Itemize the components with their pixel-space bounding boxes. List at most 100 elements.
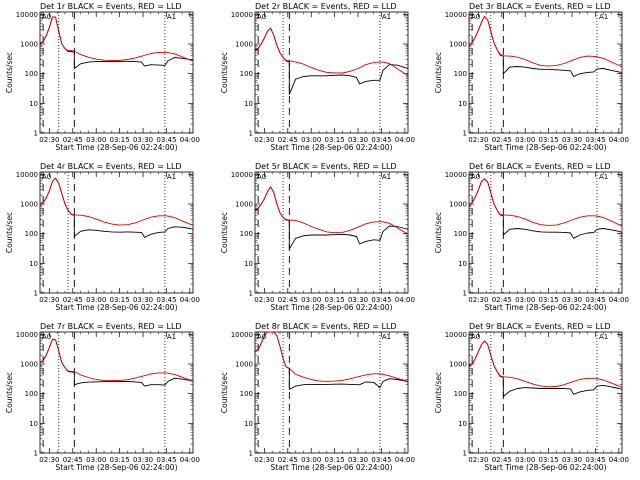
y-tick-label: 10 <box>458 260 467 268</box>
x-axis-label: Start Time (28-Sep-06 02:24:00) <box>271 463 393 472</box>
x-tick-label: 03:45 <box>585 136 605 144</box>
x-tick-label: 03:00 <box>86 136 106 144</box>
events-series-line <box>468 178 623 239</box>
x-tick-label: 04:00 <box>609 136 629 144</box>
plot-frame <box>39 11 194 134</box>
y-tick-label: 10000 <box>231 171 253 179</box>
x-tick-label: 02:30 <box>39 456 59 464</box>
y-tick-label: 100 <box>240 390 253 398</box>
chart-title: Det 9r BLACK = Events, RED = LLD <box>469 322 611 331</box>
x-tick-label: 02:30 <box>254 296 274 304</box>
plot-frame <box>468 171 623 294</box>
x-axis-label: Start Time (28-Sep-06 02:24:00) <box>56 143 178 152</box>
x-tick-label: 03:15 <box>539 296 559 304</box>
x-tick-label: 02:45 <box>492 456 512 464</box>
x-axis-label: Start Time (28-Sep-06 02:24:00) <box>485 143 607 152</box>
x-axis-label: Start Time (28-Sep-06 02:24:00) <box>271 143 393 152</box>
x-tick-label: 02:30 <box>468 136 488 144</box>
y-tick-label: 10000 <box>16 11 38 19</box>
lld-series-line <box>254 331 409 382</box>
attenuator-flag: A1 <box>167 333 176 341</box>
x-tick-label: 03:00 <box>86 456 106 464</box>
x-tick-label: 03:00 <box>301 296 321 304</box>
x-axis-label: Start Time (28-Sep-06 02:24:00) <box>485 303 607 312</box>
x-tick-label: 02:30 <box>39 136 59 144</box>
attenuator-flag: A0 <box>257 13 266 21</box>
chart-panel-5: Det 5r BLACK = Events, RED = LLD 1 10 100 10… <box>220 162 415 312</box>
attenuator-flag: A0 <box>42 333 51 341</box>
chart-panel-7: Det 7r BLACK = Events, RED = LLD 1 10 100 10… <box>5 322 200 472</box>
y-tick-label: 10000 <box>445 331 467 339</box>
y-tick-label: 1 <box>463 130 467 138</box>
chart-title: Det 3r BLACK = Events, RED = LLD <box>469 2 611 11</box>
y-tick-label: 1000 <box>20 361 38 369</box>
y-tick-label: 100 <box>25 390 38 398</box>
x-tick-label: 02:45 <box>278 456 298 464</box>
x-tick-label: 03:30 <box>133 456 153 464</box>
y-tick-label: 1 <box>249 130 253 138</box>
y-axis-label: Counts/sec <box>5 212 14 253</box>
plot-frame <box>254 331 409 454</box>
chart-title: Det 5r BLACK = Events, RED = LLD <box>255 162 397 171</box>
x-tick-label: 03:00 <box>86 296 106 304</box>
y-tick-label: 1000 <box>20 201 38 209</box>
x-tick-label: 04:00 <box>395 296 415 304</box>
x-tick-label: 03:00 <box>301 456 321 464</box>
x-tick-label: 02:45 <box>492 136 512 144</box>
x-axis-label: Start Time (28-Sep-06 02:24:00) <box>56 463 178 472</box>
y-tick-label: 1 <box>34 290 38 298</box>
plot-frame <box>254 11 409 134</box>
x-tick-label: 03:15 <box>539 136 559 144</box>
y-tick-label: 10 <box>458 100 467 108</box>
events-series-line <box>254 186 409 250</box>
attenuator-flag: A1 <box>599 173 608 181</box>
y-axis-label: Counts/sec <box>220 372 229 413</box>
y-tick-label: 10 <box>244 260 253 268</box>
attenuator-flag: A1 <box>382 173 391 181</box>
x-tick-label: 03:15 <box>110 456 130 464</box>
events-series-line <box>254 27 409 95</box>
x-tick-label: 03:45 <box>371 136 391 144</box>
lld-series-line <box>39 338 194 382</box>
attenuator-flag: A0 <box>42 173 51 181</box>
attenuator-flag: A1 <box>599 13 608 21</box>
y-axis-label: Counts/sec <box>5 52 14 93</box>
chart-title: Det 4r BLACK = Events, RED = LLD <box>40 162 182 171</box>
x-tick-label: 03:30 <box>562 296 582 304</box>
x-tick-label: 02:30 <box>39 296 59 304</box>
x-tick-label: 02:45 <box>63 456 83 464</box>
chart-panel-8: Det 8r BLACK = Events, RED = LLD 1 10 100 10… <box>220 322 415 472</box>
y-tick-label: 100 <box>25 230 38 238</box>
attenuator-flag: A1 <box>599 333 608 341</box>
x-tick-label: 02:45 <box>278 136 298 144</box>
attenuator-flag: A0 <box>471 173 480 181</box>
lld-series-line <box>468 340 623 389</box>
y-tick-label: 1000 <box>20 41 38 49</box>
chart-panel-2: Det 2r BLACK = Events, RED = LLD 1 10 100 10… <box>220 2 415 152</box>
chart-panel-3: Det 3r BLACK = Events, RED = LLD 1 10 100 10… <box>434 2 629 152</box>
x-tick-label: 03:30 <box>562 456 582 464</box>
y-tick-label: 10000 <box>445 11 467 19</box>
lld-series-line <box>39 16 194 62</box>
attenuator-flag: A0 <box>257 173 266 181</box>
y-tick-label: 10 <box>29 100 38 108</box>
x-tick-label: 03:45 <box>156 136 176 144</box>
chart-title: Det 2r BLACK = Events, RED = LLD <box>255 2 397 11</box>
x-tick-label: 03:00 <box>515 136 535 144</box>
x-tick-label: 04:00 <box>180 136 200 144</box>
chart-title: Det 7r BLACK = Events, RED = LLD <box>40 322 182 331</box>
y-tick-label: 10000 <box>445 171 467 179</box>
x-tick-label: 03:15 <box>539 456 559 464</box>
x-tick-label: 02:45 <box>278 296 298 304</box>
y-tick-label: 1 <box>34 450 38 458</box>
x-tick-label: 03:45 <box>156 456 176 464</box>
y-tick-label: 1000 <box>235 41 253 49</box>
plot-frame <box>468 331 623 454</box>
events-series-line <box>468 340 623 397</box>
attenuator-flag: A1 <box>382 333 391 341</box>
y-tick-label: 10 <box>29 420 38 428</box>
y-tick-label: 1000 <box>449 41 467 49</box>
y-tick-label: 10 <box>244 100 253 108</box>
chart-title: Det 8r BLACK = Events, RED = LLD <box>255 322 397 331</box>
